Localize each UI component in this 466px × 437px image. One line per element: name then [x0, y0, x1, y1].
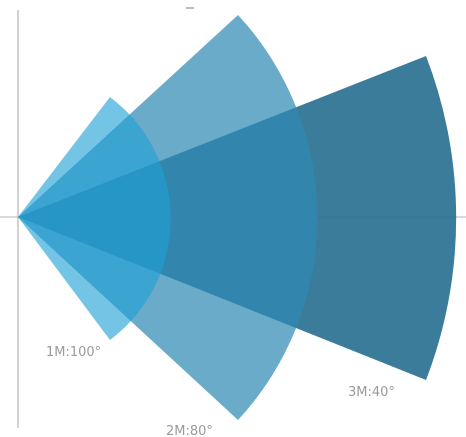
label-2m: 2M:80°	[166, 424, 213, 437]
label-1m: 1M:100°	[46, 345, 101, 360]
sector-1m	[18, 97, 171, 340]
label-3m: 3M:40°	[348, 385, 395, 400]
